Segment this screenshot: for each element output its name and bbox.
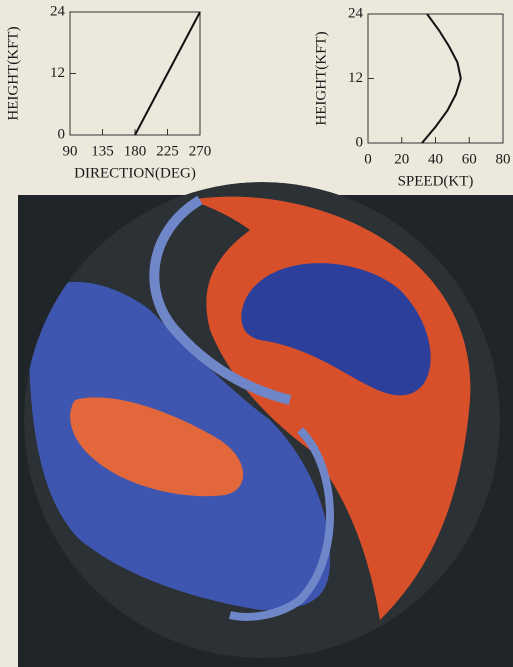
- x-tick-label: 60: [462, 151, 477, 167]
- x-axis-label: SPEED(KT): [398, 173, 474, 189]
- y-tick-label: 24: [50, 3, 66, 19]
- x-tick-label: 270: [189, 143, 212, 159]
- x-tick-label: 20: [394, 151, 409, 167]
- y-tick-label: 0: [58, 126, 66, 142]
- x-tick-label: 80: [496, 151, 511, 167]
- y-axis-label: HEIGHT(KFT): [313, 31, 329, 125]
- y-axis-label: HEIGHT(KFT): [5, 26, 21, 120]
- radar-image: [18, 182, 513, 667]
- y-tick-label: 12: [348, 70, 363, 86]
- x-axis-label: DIRECTION(DEG): [74, 165, 196, 181]
- x-tick-label: 225: [156, 143, 179, 159]
- plot-frame: [70, 12, 200, 135]
- x-tick-label: 90: [63, 143, 78, 159]
- plot-frame: [368, 14, 503, 143]
- figure: 0 12 24 90 135 180 225 270 DIRECTION(DEG) HEIGHT(…: [0, 0, 513, 667]
- x-tick-label: 0: [364, 151, 372, 167]
- x-tick-label: 135: [91, 143, 114, 159]
- data-line: [135, 12, 200, 135]
- y-tick-label: 12: [50, 65, 65, 81]
- x-tick-label: 40: [428, 151, 443, 167]
- y-tick-label: 24: [348, 5, 364, 21]
- data-line: [422, 14, 461, 143]
- x-tick-label: 180: [124, 143, 147, 159]
- y-tick-label: 0: [356, 134, 364, 150]
